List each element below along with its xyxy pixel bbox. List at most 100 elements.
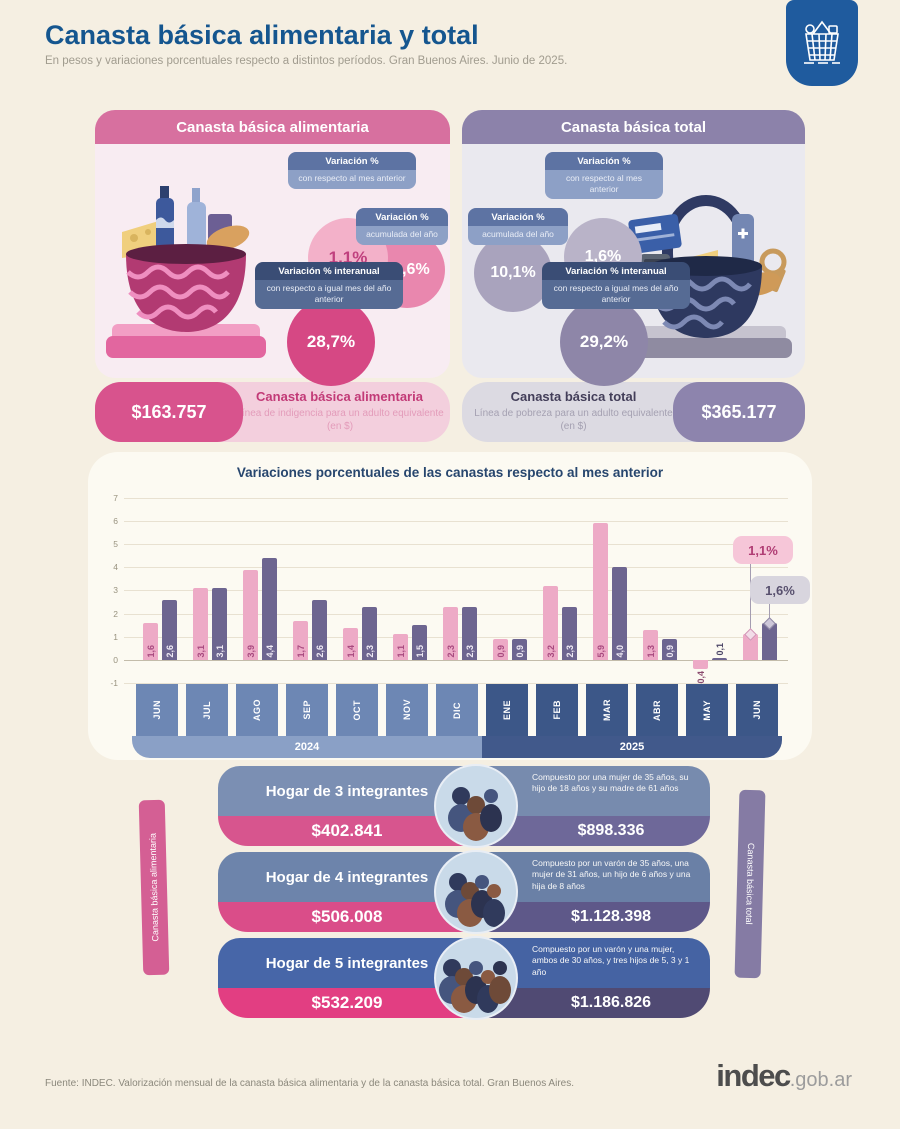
bar-nov-cbt: 1,5 [412,625,427,660]
month-label-feb: FEB [536,684,578,736]
bar-oct-cbt: 2,3 [362,606,377,660]
bar-value-label: 2,3 [564,645,575,658]
label-sub: acumulada del año [356,226,448,245]
ribbon-canasta-total: Canasta básica total [734,789,766,979]
y-axis-tick-4: 4 [113,562,118,573]
gridline-6 [124,520,788,522]
bar-ene-cbt: 0,9 [512,639,527,660]
year-band-2024: 2024 [132,736,482,758]
month-text: AGO [252,698,262,721]
bar-jun-cbt: 2,6 [162,599,177,660]
month-text: FEB [552,700,562,720]
month-text: ABR [652,699,662,721]
bar-sep-cbt: 2,6 [312,599,327,660]
bar-abr-cba: 1,3 [643,629,658,660]
gridline-3 [124,590,788,592]
bar-ene-cba: 0,9 [493,639,508,660]
household-people-icon [434,936,518,1020]
bar-abr-cbt: 0,9 [662,639,677,660]
gridline-0 [124,660,788,661]
label-title: Variación % interanual [542,262,690,280]
bubble-variacion-acumulada-cbt: 10,1% [474,234,552,312]
bar-value-label: 4,4 [264,645,275,658]
label-title: Variación % interanual [255,262,403,280]
bar-value-label: 2,6 [164,645,175,658]
bubble-variacion-interanual-cba: 28,7% [287,298,375,386]
ribbon-canasta-alimentaria: Canasta básica alimentaria [138,799,170,976]
y-axis-tick-0: 0 [113,655,118,665]
y-axis-tick-6: 6 [113,515,118,526]
gridline-5 [124,544,788,545]
gridline--1 [124,683,788,685]
chart-title: Variaciones porcentuales de las canastas… [236,465,664,480]
bar-may-cba: -0,4 [693,660,708,687]
month-label-mar: MAR [586,684,628,736]
panel-alimentaria-header: Canasta básica alimentaria [95,110,450,144]
bar-mar-cbt: 4,0 [612,567,627,660]
bar-value-label: 3,9 [245,645,256,658]
bubble-variacion-interanual-cbt: 29,2% [560,298,648,386]
bar-value-label: 1,1 [395,645,406,658]
bar-value-label: 1,4 [345,645,356,658]
cbt-caption-sub: Línea de pobreza para un adulto equivale… [474,407,673,432]
bar-value-label: 0,9 [664,645,675,658]
bar-value-label: 2,3 [364,645,375,658]
bar-jun-cba: 1,6 [143,622,158,660]
month-text: SEP [302,700,312,720]
y-axis-tick-1: 1 [113,631,118,642]
month-text: OCT [352,699,362,721]
month-label-may: MAY [686,684,728,736]
label-sub: acumulada del año [468,226,568,245]
cba-caption-sub: Línea de indigencia para un adulto equiv… [236,407,444,432]
bar-jul-cba: 3,1 [193,588,208,660]
bar-jun-cbt [762,622,777,660]
bar-value-label: 3,2 [545,645,556,658]
label-variacion-interanual-cbt: Variación % interanual con respecto a ig… [542,262,690,310]
household-people-icon [434,850,518,934]
month-label-jun: JUN [136,684,178,736]
shopping-basket-icon [804,20,840,64]
pill-cbt-amount: $365.177 Canasta básica total Línea de p… [462,382,805,442]
callout-cba: 1,1% [733,536,793,564]
label-variacion-mensual-cbt: Variación % con respecto al mes anterior [545,152,663,200]
month-text: MAY [702,699,712,721]
y-axis-tick--1: -1 [110,678,118,689]
month-label-ene: ENE [486,684,528,736]
y-axis-tick-5: 5 [113,539,118,549]
indec-basket-logo-tab [786,0,858,86]
bar-sep-cba: 1,7 [293,620,308,660]
month-label-jun: JUN [736,684,778,736]
bar-nov-cba: 1,1 [393,634,408,660]
callout-line-cbt [769,604,770,623]
ribbon-label: Canasta básica alimentaria [147,833,161,942]
bar-value-label: 3,1 [195,645,206,658]
month-label-sep: SEP [286,684,328,736]
callout-cbt: 1,6% [750,576,810,604]
bar-value-label: 2,6 [314,645,325,658]
bar-jun-cba [743,634,758,660]
month-text: ENE [502,699,512,720]
month-text: NOV [402,699,412,721]
household-people-icon [434,764,518,848]
panel-canasta-alimentaria: Canasta básica alimentaria Variación % c… [95,110,450,386]
bar-ago-cbt: 4,4 [262,557,277,660]
indec-logo: indec .gob.ar [716,1058,852,1094]
page-subtitle: En pesos y variaciones porcentuales resp… [45,55,568,67]
source-note: Fuente: INDEC. Valorización mensual de l… [45,1078,574,1089]
bar-jul-cbt: 3,1 [212,588,227,660]
cbt-amount-caption: Canasta básica total Línea de pobreza pa… [468,389,679,433]
bar-value-label: 0,9 [514,645,525,658]
pill-cba-amount: $163.757 Canasta básica alimentaria Líne… [95,382,450,442]
bar-feb-cba: 3,2 [543,585,558,660]
gridline-7 [124,497,788,499]
bar-value-label: 2,3 [445,645,456,658]
household-label: Hogar de 5 integrantes [218,938,476,988]
label-variacion-mensual-cba: Variación % con respecto al mes anterior [288,152,416,189]
bar-value-label: 1,7 [295,645,306,658]
bar-value-label: 0,9 [495,645,506,658]
month-label-dic: DIC [436,684,478,736]
household-row-5: Hogar de 5 integrantes $532.209 Compuesto … [218,936,710,1020]
cba-caption-title: Canasta básica alimentaria [256,389,423,404]
month-text: DIC [452,701,462,719]
